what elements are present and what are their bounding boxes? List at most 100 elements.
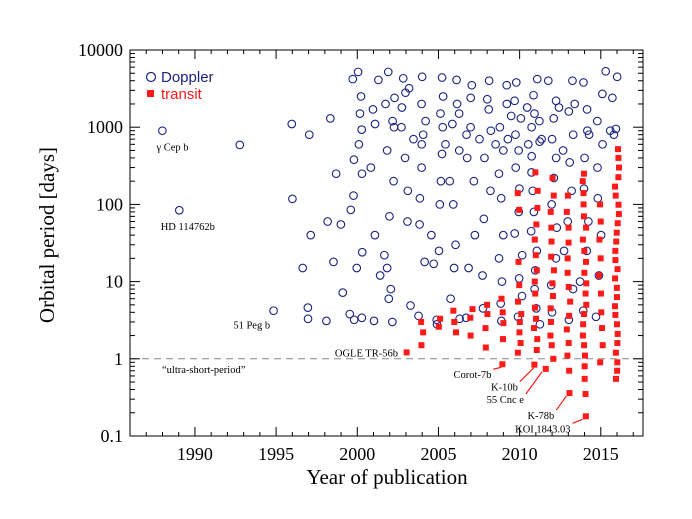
doppler-point: [506, 111, 516, 121]
doppler-point: [434, 246, 444, 256]
doppler-point: [480, 153, 489, 163]
doppler-point: [609, 130, 619, 140]
doppler-point: [496, 193, 506, 203]
doppler-point: [510, 96, 519, 106]
transit-point: [499, 309, 506, 316]
doppler-point: [404, 83, 414, 93]
transit-point: [547, 318, 554, 325]
legend-doppler-label: Doppler: [161, 69, 214, 86]
transit-point: [563, 326, 570, 333]
doppler-point: [486, 126, 496, 136]
planet-annotation: γ Cep b: [155, 143, 188, 154]
transit-point: [547, 208, 554, 215]
y-tick-label: 10000: [78, 40, 123, 60]
planet-annotation: OGLE TR-56b: [335, 348, 398, 359]
transit-point: [615, 146, 622, 153]
transit-point: [467, 314, 474, 321]
doppler-point: [494, 169, 504, 179]
chart-legend: Doppler transit: [145, 69, 214, 103]
doppler-point: [304, 130, 314, 140]
doppler-point: [448, 200, 458, 209]
planet-annotation: HD 114762b: [161, 222, 215, 233]
transit-point: [597, 201, 604, 208]
transit-point: [597, 290, 604, 297]
transit-point: [548, 224, 555, 231]
doppler-point: [462, 153, 472, 163]
doppler-point: [437, 73, 447, 82]
doppler-point: [449, 263, 459, 273]
transit-point: [614, 266, 621, 273]
transit-point: [534, 336, 541, 343]
transit-point: [580, 170, 587, 177]
transit-point: [597, 255, 604, 262]
x-tick-label: 2010: [502, 444, 538, 464]
doppler-point: [388, 116, 397, 126]
transit-point: [581, 375, 588, 382]
doppler-point: [346, 205, 356, 215]
transit-point: [579, 236, 586, 243]
transit-point: [563, 208, 570, 215]
transit-point: [580, 213, 587, 220]
transit-point: [547, 332, 554, 339]
doppler-point: [462, 130, 471, 140]
doppler-point: [529, 90, 538, 100]
doppler-point: [303, 314, 313, 324]
doppler-point: [502, 80, 512, 90]
doppler-point: [567, 186, 576, 196]
doppler-point: [535, 137, 545, 146]
doppler-point: [551, 153, 561, 163]
transit-point: [518, 311, 525, 318]
planet-annotation: Corot-7b: [453, 370, 491, 381]
transit-point: [613, 229, 620, 236]
doppler-point: [269, 306, 278, 316]
transit-point: [499, 336, 506, 343]
doppler-point: [503, 134, 513, 144]
doppler-point: [584, 130, 594, 140]
transit-point: [581, 247, 588, 254]
transit-point: [514, 190, 521, 197]
annotation-leader: [519, 367, 535, 383]
reference-line-label: “ultra-short-period”: [162, 365, 246, 376]
doppler-point: [510, 229, 520, 238]
doppler-point: [397, 122, 406, 132]
transit-point: [517, 340, 524, 347]
legend-transit-marker: [147, 90, 154, 97]
transit-point: [533, 347, 540, 354]
transit-point: [550, 192, 557, 199]
transit-point: [583, 258, 590, 265]
transit-point: [614, 220, 621, 227]
doppler-point: [329, 257, 338, 267]
transit-point: [516, 329, 523, 336]
transit-point: [580, 321, 587, 328]
axis-ticks: 1990 1995 2000 2005 2010 2015 0.1 1 10 100 1000 100…: [78, 40, 643, 464]
doppler-point: [527, 122, 536, 132]
doppler-point: [475, 134, 484, 144]
doppler-point: [502, 99, 512, 109]
transit-point: [614, 359, 621, 366]
doppler-point: [466, 93, 476, 103]
doppler-point: [598, 139, 607, 149]
transit-point: [566, 367, 573, 374]
doppler-point: [287, 119, 297, 129]
transit-point: [530, 325, 537, 332]
transit-point: [499, 361, 506, 368]
transit-point: [565, 239, 572, 246]
transit-point: [614, 340, 621, 347]
transit-point: [484, 311, 491, 318]
doppler-point: [406, 301, 415, 310]
doppler-point: [511, 130, 520, 140]
transit-point: [596, 272, 603, 279]
doppler-point: [386, 284, 396, 294]
doppler-point: [570, 99, 580, 109]
doppler-point: [467, 80, 477, 90]
doppler-point: [409, 134, 418, 144]
transit-point: [613, 284, 620, 291]
transit-point: [515, 298, 522, 305]
transit-point: [612, 247, 619, 254]
doppler-point: [532, 74, 542, 84]
doppler-point: [446, 294, 455, 304]
doppler-point: [516, 114, 526, 123]
doppler-point: [495, 122, 505, 132]
transit-point: [467, 332, 474, 339]
doppler-point: [558, 146, 568, 155]
